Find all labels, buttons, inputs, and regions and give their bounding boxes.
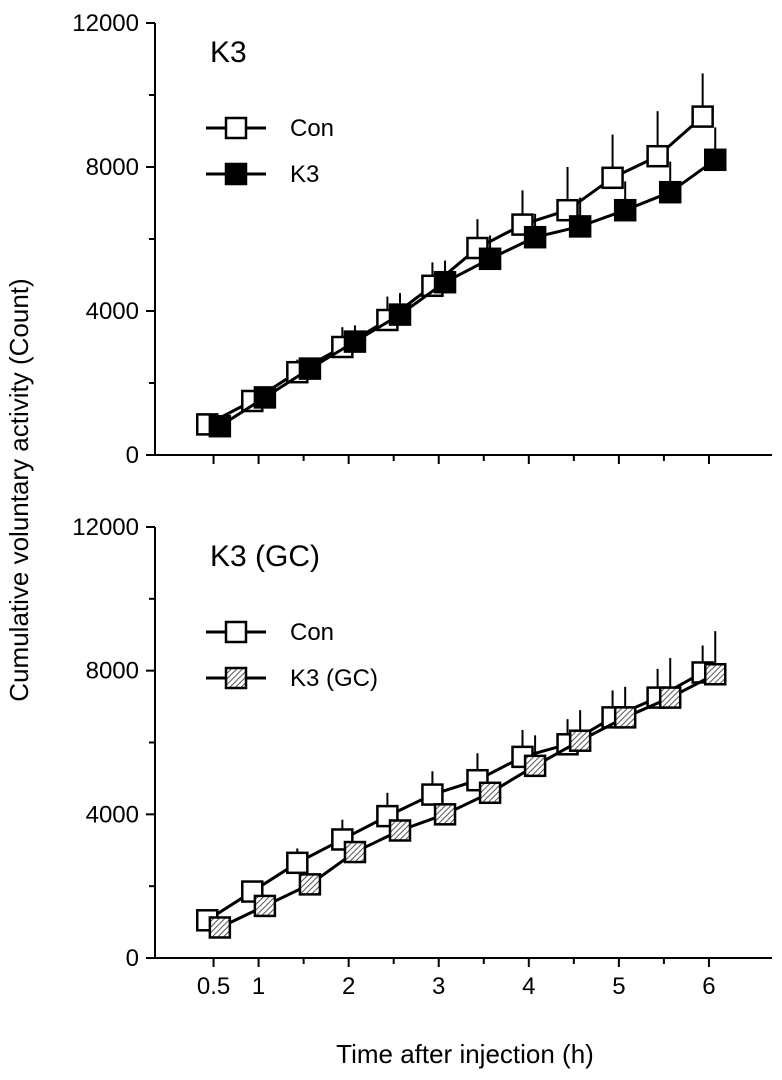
legend-entry: K3 (GC) xyxy=(206,665,378,692)
data-point xyxy=(704,663,727,686)
data-point xyxy=(298,357,322,380)
panel-k3-gc: 0 4000 8000 12000 0.5 1 2 3 4 5 6 K3 (GC) Con K3 (GC) xyxy=(72,514,772,1000)
panel-k3: 0 4000 8000 12000 K3 Con K3 xyxy=(72,10,772,469)
legend-marker xyxy=(224,666,248,690)
x-axis-title: Time after injection (h) xyxy=(336,1039,594,1069)
y-tick-label: 8000 xyxy=(86,658,139,685)
legend-label: Con xyxy=(290,619,334,646)
legend-entry: Con xyxy=(206,115,334,142)
x-tick-label: 0.5 xyxy=(197,973,230,1000)
data-point xyxy=(433,270,457,294)
data-point xyxy=(646,144,669,168)
data-point xyxy=(691,105,714,128)
series-con xyxy=(195,73,714,436)
legend-label: Con xyxy=(290,115,334,142)
data-point xyxy=(613,706,637,729)
data-point xyxy=(253,386,277,409)
data-point xyxy=(568,729,592,752)
series-line xyxy=(206,115,704,426)
data-point xyxy=(478,247,502,271)
y-tick-label: 4000 xyxy=(86,801,139,828)
data-point xyxy=(601,166,624,190)
y-tick-label: 0 xyxy=(126,442,139,469)
data-point xyxy=(343,840,367,864)
x-tick-label: 5 xyxy=(612,973,625,1000)
legend-entry: Con xyxy=(206,619,334,646)
data-point xyxy=(343,330,367,353)
data-point xyxy=(658,180,682,204)
series-k3 xyxy=(208,127,727,438)
data-point xyxy=(523,754,547,778)
data-point xyxy=(208,414,232,438)
y-tick-label: 12000 xyxy=(72,10,139,37)
data-point xyxy=(658,686,682,709)
legend-label: K3 xyxy=(290,161,319,188)
y-tick-label: 8000 xyxy=(86,154,139,181)
series-line xyxy=(219,158,717,428)
series-line xyxy=(219,672,716,929)
data-point xyxy=(433,803,457,826)
legend-marker xyxy=(224,162,248,186)
data-point xyxy=(286,851,309,875)
series-con xyxy=(195,645,714,932)
data-point xyxy=(568,215,592,238)
data-point xyxy=(421,783,444,806)
x-tick-label: 3 xyxy=(432,973,445,1000)
series-k3-gc xyxy=(208,631,727,939)
data-point xyxy=(298,873,322,896)
x-tick-label: 2 xyxy=(342,973,355,1000)
data-point xyxy=(613,198,637,222)
data-point xyxy=(478,781,502,805)
data-point xyxy=(388,819,412,842)
data-point xyxy=(523,225,547,249)
y-axis-title: Cumulative voluntary activity (Count) xyxy=(4,278,34,701)
panel-title: K3 xyxy=(210,36,247,69)
data-point xyxy=(388,303,412,326)
panel-title: K3 (GC) xyxy=(210,540,320,573)
data-point xyxy=(253,894,277,918)
y-tick-label: 4000 xyxy=(86,298,139,325)
legend-entry: K3 xyxy=(206,161,319,188)
legend-marker xyxy=(224,620,248,644)
x-tick-label: 4 xyxy=(522,973,535,1000)
legend-marker xyxy=(224,116,248,140)
y-tick-label: 12000 xyxy=(72,514,139,541)
y-tick-label: 0 xyxy=(126,945,139,972)
legend-label: K3 (GC) xyxy=(290,665,378,692)
x-tick-label: 1 xyxy=(252,973,265,1000)
x-tick-label: 6 xyxy=(702,973,715,1000)
data-point xyxy=(208,916,232,939)
data-point xyxy=(704,148,727,172)
